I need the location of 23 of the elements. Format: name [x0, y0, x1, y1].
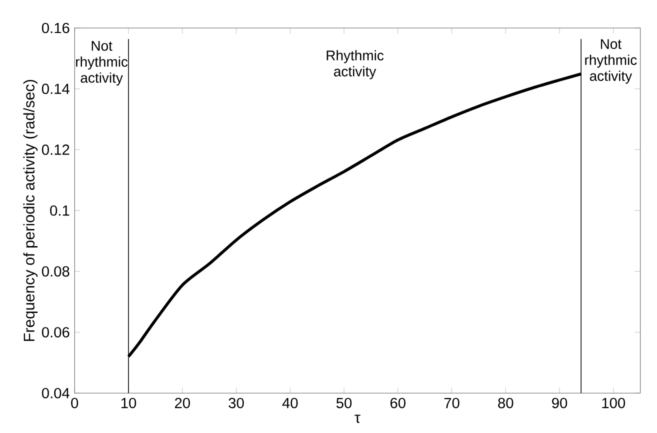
x-tick-label: 30	[228, 398, 244, 408]
x-tick-label: 100	[602, 398, 626, 408]
y-tick-label: 0.08	[42, 266, 70, 277]
annotation: Rhythmic activity	[326, 50, 384, 80]
annotation: Not rhythmic activity	[76, 41, 128, 86]
x-tick-label: 80	[498, 398, 514, 408]
y-tick-label: 0.1	[50, 205, 70, 216]
y-tick-label: 0.16	[42, 22, 70, 34]
x-tick-label: 40	[282, 398, 298, 408]
x-tick-label: 20	[174, 398, 190, 408]
x-tick-label: 0	[71, 398, 78, 408]
x-tick-label: 70	[444, 398, 460, 408]
y-tick-label: 0.14	[42, 84, 70, 94]
y-tick-label: 0.04	[42, 388, 70, 398]
annotation: Not rhythmic activity	[585, 39, 637, 84]
x-tick-label: 60	[390, 398, 406, 408]
y-tick-label: 0.12	[42, 144, 70, 155]
x-axis-title: τ	[354, 414, 360, 423]
y-axis-title: Frequency of periodic activity (rad/sec)	[23, 80, 38, 341]
x-tick-label: 50	[336, 398, 352, 408]
x-tick-label: 10	[121, 398, 136, 408]
y-tick-label: 0.06	[42, 327, 70, 338]
x-tick-label: 90	[552, 398, 568, 408]
